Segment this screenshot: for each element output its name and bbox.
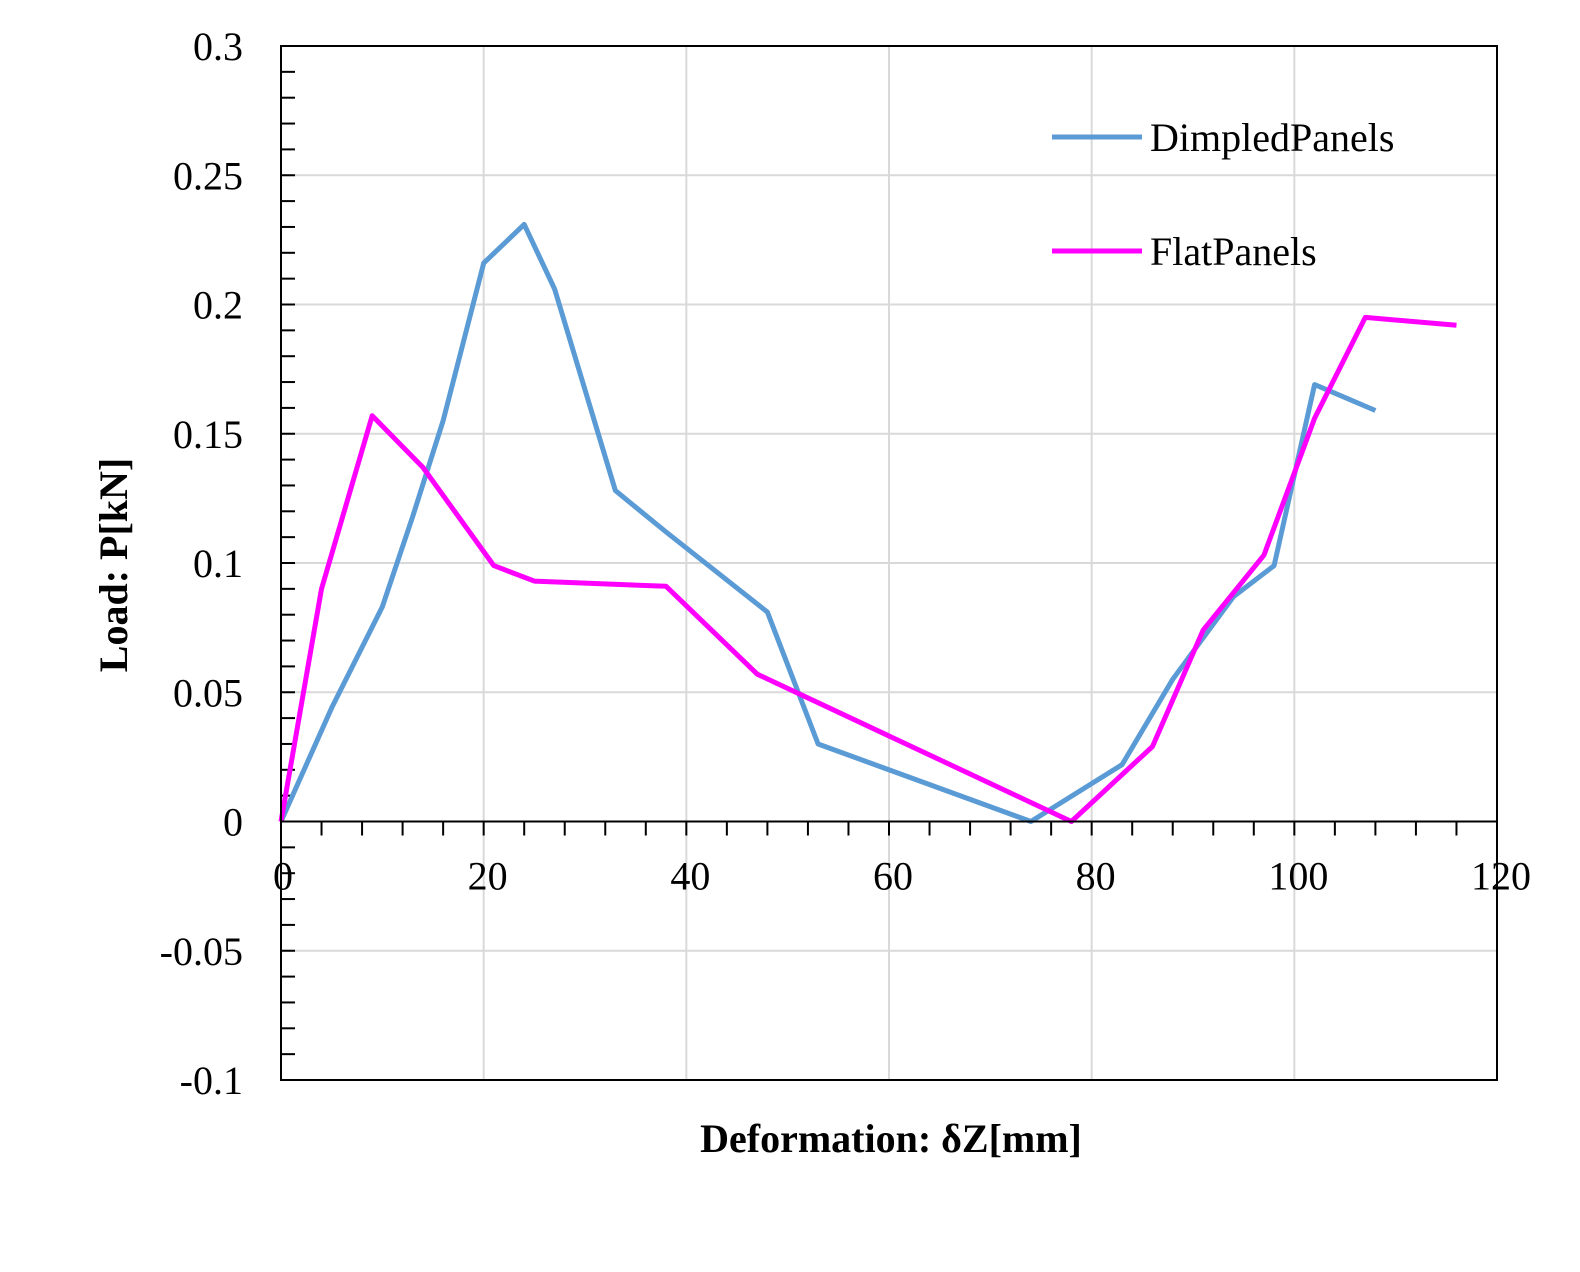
x-axis-title: Deformation: δZ[mm]	[700, 1116, 1082, 1161]
x-tick-label: 120	[1471, 854, 1531, 899]
y-tick-label: 0.15	[173, 412, 243, 457]
legend-label-dimpled-panels: DimpledPanels	[1150, 115, 1394, 160]
y-tick-labels: -0.1 -0.05 0 0.05 0.1 0.15 0.2 0.25 0.3	[160, 24, 243, 1103]
x-tick-label: 100	[1268, 854, 1328, 899]
y-tick-label: -0.1	[180, 1058, 243, 1103]
legend-label-flat-panels: FlatPanels	[1150, 229, 1317, 274]
plot-frame	[280, 45, 1498, 1081]
x-tick-label: 20	[468, 854, 508, 899]
y-tick-label: 0.25	[173, 153, 243, 198]
x-tick-label: 80	[1076, 854, 1116, 899]
series-line-flat-panels	[278, 314, 1457, 824]
y-tick-label: 0.1	[193, 541, 243, 586]
x-tick-labels: 0 20 40 60 80 100 120	[273, 854, 1531, 899]
y-tick-label: 0.3	[193, 24, 243, 69]
y-tick-label: 0.2	[193, 283, 243, 328]
y-tick-label: 0.05	[173, 670, 243, 715]
x-tick-label: 60	[873, 854, 913, 899]
gridlines	[281, 46, 1497, 1080]
y-tick-label: -0.05	[160, 929, 243, 974]
x-tick-label: 40	[670, 854, 710, 899]
y-tick-label: 0	[223, 800, 243, 845]
x-tick-label: 0	[273, 854, 293, 899]
legend: DimpledPanels FlatPanels	[1052, 115, 1394, 274]
y-axis-title: Load: P[kN]	[91, 458, 136, 672]
series-lines	[278, 221, 1457, 824]
